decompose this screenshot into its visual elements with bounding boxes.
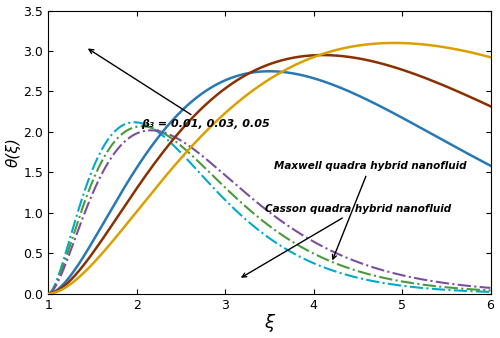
Text: Casson quadra hybrid nanofluid: Casson quadra hybrid nanofluid	[242, 204, 451, 277]
Y-axis label: θ(ξ): θ(ξ)	[6, 137, 20, 167]
Text: Maxwell quadra hybrid nanofluid: Maxwell quadra hybrid nanofluid	[274, 161, 466, 259]
X-axis label: ξ: ξ	[264, 314, 274, 333]
Text: β₃ = 0.01, 0.03, 0.05: β₃ = 0.01, 0.03, 0.05	[89, 49, 270, 129]
